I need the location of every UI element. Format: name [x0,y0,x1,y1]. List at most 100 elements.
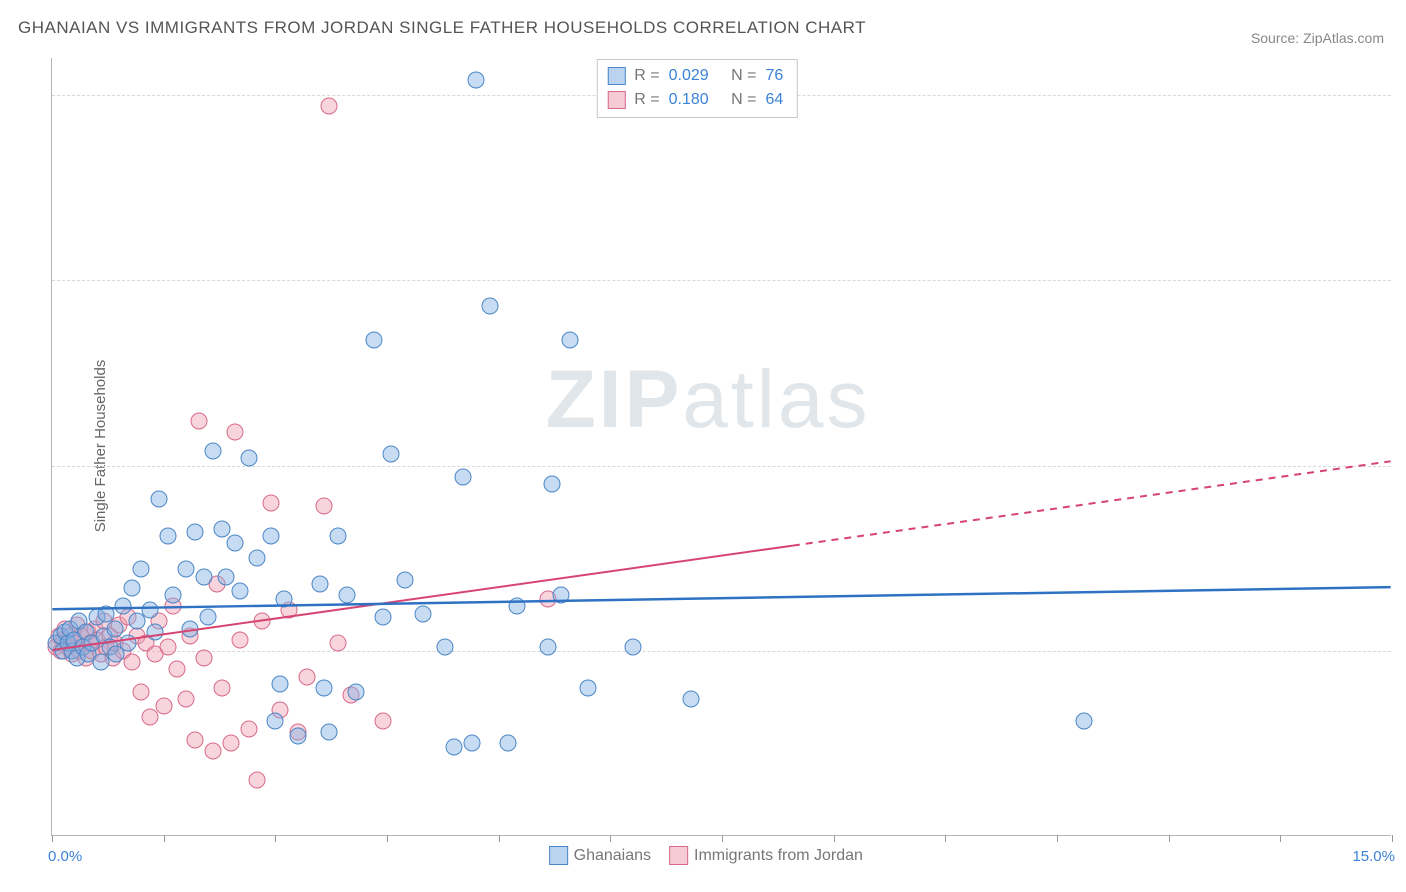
data-point [562,331,579,348]
data-point [253,613,270,630]
y-tick-label: 2.5% [1397,642,1406,659]
x-tick [1057,835,1058,842]
data-point [142,602,159,619]
data-point [178,690,195,707]
x-axis-min-label: 0.0% [48,848,82,865]
data-point [249,550,266,567]
x-tick [275,835,276,842]
legend-pink-n: 64 [765,88,783,112]
data-point [289,727,306,744]
x-tick [610,835,611,842]
data-point [227,424,244,441]
data-point [320,98,337,115]
data-point [262,527,279,544]
data-point [414,605,431,622]
data-point [312,576,329,593]
x-tick [722,835,723,842]
x-tick [1169,835,1170,842]
data-point [160,527,177,544]
data-point [151,490,168,507]
x-tick [52,835,53,842]
gridline [52,466,1391,467]
data-point [298,668,315,685]
data-point [182,620,199,637]
data-point [204,442,221,459]
data-point [271,676,288,693]
y-tick-label: 7.5% [1397,272,1406,289]
data-point [200,609,217,626]
data-point [508,598,525,615]
source-label: Source: ZipAtlas.com [1251,30,1384,46]
x-axis-max-label: 15.0% [1352,848,1395,865]
data-point [347,683,364,700]
data-point [227,535,244,552]
data-point [195,650,212,667]
watermark-bold: ZIP [546,354,683,445]
data-point [276,590,293,607]
data-point [124,579,141,596]
x-tick [945,835,946,842]
legend-label-blue: Ghanaians [574,847,651,865]
legend-label-pink: Immigrants from Jordan [694,847,863,865]
data-point [383,446,400,463]
data-point [539,639,556,656]
data-point [195,568,212,585]
data-point [329,635,346,652]
data-point [437,639,454,656]
legend-row-blue: R = 0.029 N = 76 [607,64,783,88]
legend-pink-r: 0.180 [669,88,709,112]
legend-series: Ghanaians Immigrants from Jordan [549,846,863,865]
chart-title: GHANAIAN VS IMMIGRANTS FROM JORDAN SINGL… [18,18,866,38]
data-point [178,561,195,578]
legend-item-blue: Ghanaians [549,846,651,865]
trend-lines [52,58,1391,835]
data-point [446,739,463,756]
data-point [468,72,485,89]
legend-r-label: R = [634,88,659,112]
legend-blue-r: 0.029 [669,64,709,88]
data-point [240,720,257,737]
data-point [338,587,355,604]
legend-blue-n: 76 [765,64,783,88]
data-point [553,587,570,604]
legend-item-pink: Immigrants from Jordan [669,846,863,865]
data-point [119,635,136,652]
data-point [580,679,597,696]
data-point [213,520,230,537]
data-point [124,653,141,670]
data-point [160,639,177,656]
gridline [52,280,1391,281]
data-point [240,450,257,467]
y-tick-label: 10.0% [1397,87,1406,104]
x-tick [1392,835,1393,842]
data-point [191,413,208,430]
data-point [155,698,172,715]
data-point [115,598,132,615]
data-point [316,679,333,696]
legend-swatch-blue-icon [549,846,568,865]
x-tick [387,835,388,842]
data-point [186,524,203,541]
legend-swatch-pink-icon [607,91,625,109]
data-point [320,724,337,741]
x-tick [499,835,500,842]
data-point [231,583,248,600]
x-tick [164,835,165,842]
data-point [682,690,699,707]
data-point [374,713,391,730]
data-point [396,572,413,589]
data-point [544,476,561,493]
gridline [52,651,1391,652]
legend-swatch-blue-icon [607,67,625,85]
data-point [222,735,239,752]
data-point [164,587,181,604]
data-point [267,713,284,730]
legend-row-pink: R = 0.180 N = 64 [607,88,783,112]
data-point [133,561,150,578]
data-point [204,742,221,759]
data-point [169,661,186,678]
data-point [624,639,641,656]
data-point [231,631,248,648]
data-point [213,679,230,696]
plot-area: ZIPatlas R = 0.029 N = 76 R = 0.180 N = … [51,58,1391,836]
